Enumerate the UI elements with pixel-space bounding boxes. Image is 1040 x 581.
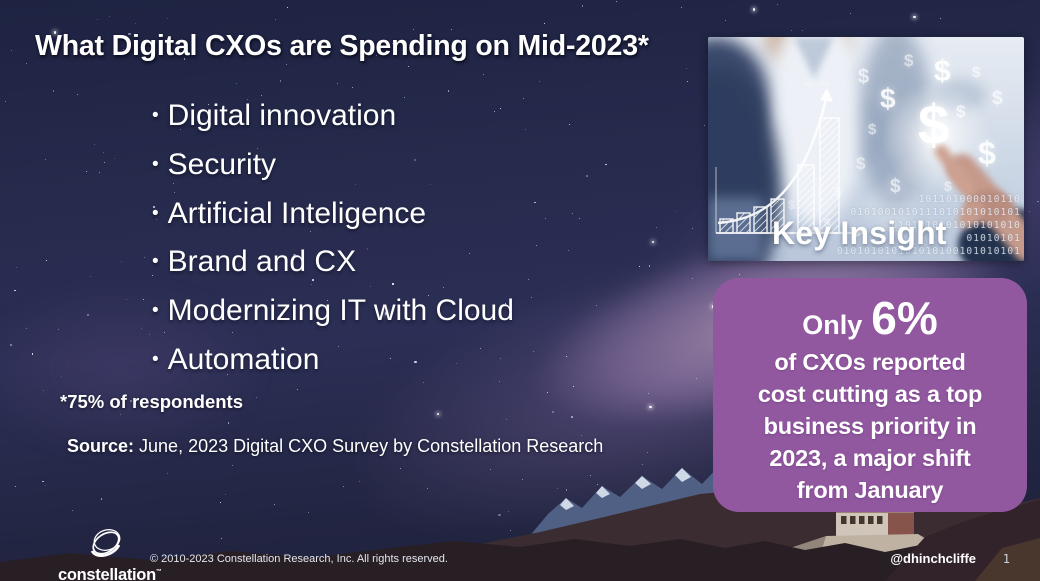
dollar-icon: $	[788, 198, 795, 212]
bullet-item: Artificial Inteligence	[152, 192, 514, 241]
insight-stat-prefix: Only	[802, 310, 863, 340]
insight-box: Only 6% of CXOs reported cost cutting as …	[713, 278, 1027, 512]
binary-overlay: 01010101	[966, 233, 1021, 244]
dollar-icon: $	[972, 64, 981, 81]
footnote: *75% of respondents	[60, 391, 243, 412]
bullet-item: Brand and CX	[152, 240, 514, 289]
insight-stat: Only 6%	[713, 291, 1027, 344]
copyright: © 2010-2023 Constellation Research, Inc.…	[150, 553, 448, 565]
page-number: 1	[1002, 552, 1010, 566]
constellation-logo: constellation™ RESEARCH	[58, 527, 162, 581]
source-label: Source:	[67, 436, 135, 456]
source-line: Source: June, 2023 Digital CXO Survey by…	[67, 436, 603, 457]
dollar-icon: $	[956, 102, 966, 121]
dollar-icon: $	[858, 66, 870, 88]
keyinsight-photo: 483,656 $ $ $ $ $ $ $ $ $ $ $ $ $ $ $ $ 101101000010110…	[708, 37, 1024, 261]
bullet-item: Modernizing IT with Cloud	[152, 289, 514, 338]
dollar-icon: $	[992, 88, 1003, 109]
dollar-icon: $	[834, 184, 842, 199]
dollar-icon: $	[856, 154, 866, 173]
insight-text: of CXOs reported cost cutting as a top b…	[757, 349, 983, 503]
bullet-item: Security	[152, 143, 514, 192]
dollar-icon: $	[904, 51, 914, 70]
logo-swirl-icon	[90, 529, 121, 557]
binary-overlay: 101101000010110	[918, 194, 1021, 205]
page-title: What Digital CXOs are Spending on Mid-20…	[35, 30, 649, 62]
dollar-icon: $	[890, 176, 901, 197]
insight-stat-value: 6%	[871, 292, 938, 344]
dollar-icon: $	[978, 135, 996, 171]
source-text: June, 2023 Digital CXO Survey by Constel…	[134, 436, 604, 456]
dollar-icon: $	[944, 178, 952, 194]
photo-caption: Key Insight	[772, 215, 947, 251]
dollar-icon: $	[868, 121, 877, 138]
twitter-handle: @dhinchcliffe	[890, 551, 976, 566]
dollar-icon: $	[918, 93, 950, 156]
bullet-item: Automation	[152, 338, 514, 387]
dollar-icon: $	[934, 55, 951, 88]
bullet-list: Digital innovation Security Artificial I…	[152, 94, 514, 387]
dollar-icon: $	[880, 83, 896, 114]
bullet-item: Digital innovation	[152, 94, 514, 143]
